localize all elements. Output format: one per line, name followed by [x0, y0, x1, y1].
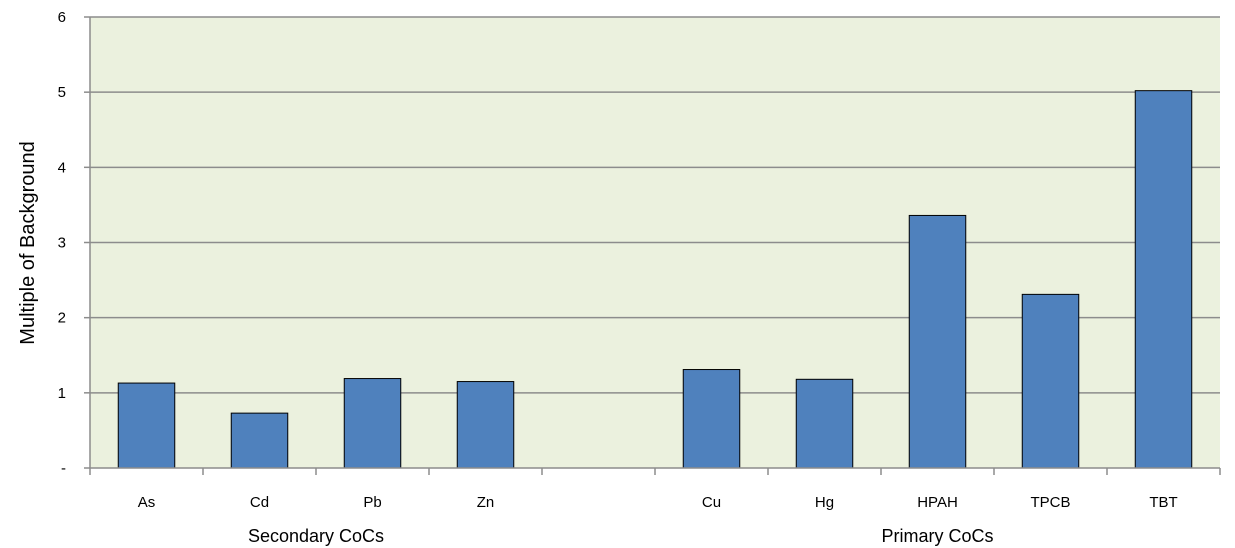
bar-tbt	[1134, 90, 1193, 469]
bar-zn	[456, 381, 515, 469]
y-tick-label: -	[61, 460, 66, 477]
bar-hpah	[908, 214, 967, 469]
x-tick-label: Hg	[815, 494, 834, 511]
y-tick-label: 5	[58, 84, 66, 101]
bar-as	[117, 382, 176, 469]
y-tick-label: 1	[58, 385, 66, 402]
group-label: Secondary CoCs	[248, 526, 384, 546]
bars	[117, 90, 1193, 469]
bar-tpcb	[1021, 293, 1080, 469]
y-tick-label: 4	[58, 159, 66, 176]
y-tick-label: 6	[58, 9, 66, 26]
axes	[84, 16, 1221, 475]
x-tick-label: Zn	[477, 494, 495, 511]
bar-cd	[230, 412, 289, 469]
x-tick-label: Cu	[702, 494, 721, 511]
y-tick-labels: - 1 2 3 4 5 6	[58, 9, 66, 477]
bar-cu	[682, 369, 741, 469]
x-tick-label: TBT	[1149, 494, 1177, 511]
x-tick-label: Cd	[250, 494, 269, 511]
x-tick-label: As	[138, 494, 156, 511]
x-tick-label: HPAH	[917, 494, 958, 511]
gridlines	[90, 16, 1220, 394]
bar-hg	[795, 378, 854, 469]
y-tick-label: 2	[58, 310, 66, 327]
y-axis-label: Multiple of Background	[17, 141, 39, 344]
x-tick-label: TPCB	[1030, 494, 1070, 511]
x-tick-labels: As Cd Pb Zn Cu Hg HPAH TPCB TBT	[138, 494, 1178, 511]
bar-pb	[343, 378, 402, 469]
group-label: Primary CoCs	[881, 526, 993, 546]
y-tick-label: 3	[58, 235, 66, 252]
group-labels: Secondary CoCs Primary CoCs	[248, 526, 994, 546]
x-tick-label: Pb	[363, 494, 381, 511]
